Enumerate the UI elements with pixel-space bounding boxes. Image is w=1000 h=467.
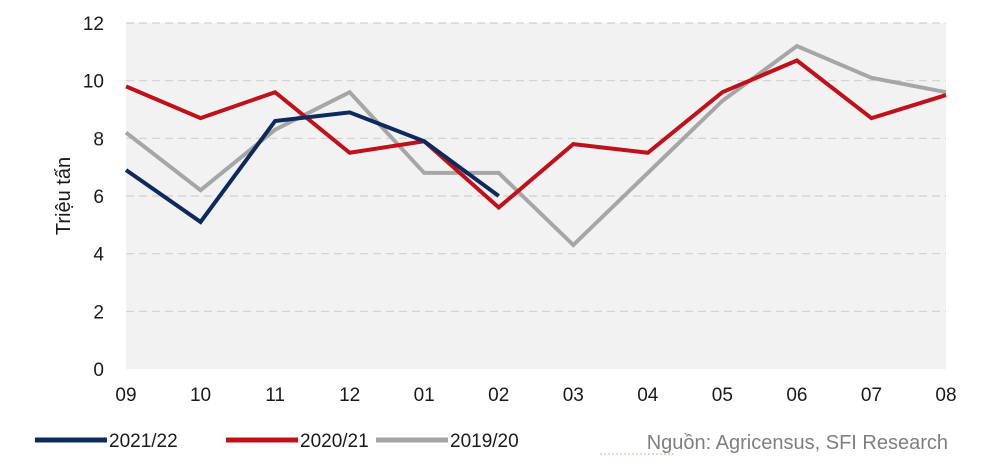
- x-tick-label: 08: [935, 385, 956, 406]
- x-axis-ticks: 09 10 11 12 01 02 03 04 05 06 07 08: [115, 385, 956, 406]
- x-tick-label: 12: [339, 385, 360, 406]
- y-tick-label: 8: [93, 129, 104, 150]
- series-line: [125, 58, 947, 211]
- legend-label: 2021/22: [109, 431, 178, 452]
- x-tick-label: 07: [861, 385, 882, 406]
- y-tick-label: 12: [83, 14, 104, 35]
- series-line: [124, 110, 500, 225]
- y-tick-label: 4: [93, 245, 104, 266]
- x-tick-label: 02: [488, 385, 509, 406]
- y-axis-ticks: 0 2 4 6 8 10 12: [83, 14, 105, 381]
- source-note: Nguồn: Agricensus, SFI Research: [647, 432, 948, 454]
- y-tick-label: 2: [93, 302, 104, 323]
- y-tick-label: 10: [83, 72, 104, 93]
- legend: 2021/22 2020/21 2019/20: [35, 431, 519, 452]
- y-tick-label: 6: [93, 187, 104, 208]
- x-tick-label: 05: [712, 385, 733, 406]
- y-axis-label: Triệu tấn: [53, 157, 75, 235]
- legend-label: 2019/20: [450, 431, 519, 452]
- series-lines: [124, 43, 947, 248]
- x-tick-label: 01: [414, 385, 435, 406]
- y-tick-label: 0: [93, 360, 104, 381]
- x-tick-label: 04: [637, 385, 659, 406]
- x-tick-label: 03: [563, 385, 584, 406]
- legend-label: 2020/21: [300, 431, 369, 452]
- x-tick-label: 11: [265, 385, 285, 406]
- x-tick-label: 09: [115, 385, 136, 406]
- x-tick-label: 06: [786, 385, 807, 406]
- x-tick-label: 10: [190, 385, 211, 406]
